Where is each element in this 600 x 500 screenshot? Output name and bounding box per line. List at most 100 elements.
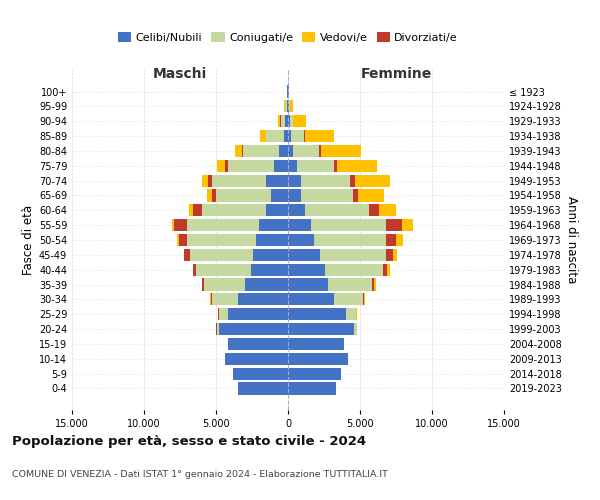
Bar	[288, 174, 301, 186]
Bar	[355, 174, 389, 186]
Bar	[285, 115, 288, 128]
Bar	[284, 100, 285, 112]
Bar	[238, 382, 288, 394]
Bar	[196, 264, 251, 276]
Bar	[288, 308, 346, 320]
Bar	[288, 382, 335, 394]
Bar	[321, 145, 361, 157]
Bar	[346, 308, 356, 320]
Bar	[287, 86, 288, 98]
Bar	[383, 264, 388, 276]
Bar	[288, 368, 341, 380]
Bar	[242, 145, 244, 157]
Bar	[233, 368, 288, 380]
Bar	[227, 308, 288, 320]
Bar	[334, 294, 363, 306]
Bar	[253, 249, 288, 261]
Bar	[271, 190, 288, 202]
Bar	[260, 130, 266, 142]
Legend: Celibi/Nubili, Coniugati/e, Vedovi/e, Divorziati/e: Celibi/Nubili, Coniugati/e, Vedovi/e, Di…	[113, 28, 463, 48]
Bar	[288, 160, 296, 172]
Bar	[235, 145, 242, 157]
Bar	[259, 219, 288, 231]
Bar	[219, 323, 288, 335]
Bar	[363, 294, 364, 306]
Bar	[354, 323, 357, 335]
Text: COMUNE DI VENEZIA - Dati ISTAT 1° gennaio 2024 - Elaborazione TUTTITALIA.IT: COMUNE DI VENEZIA - Dati ISTAT 1° gennai…	[12, 470, 388, 479]
Bar	[396, 234, 403, 246]
Bar	[325, 264, 383, 276]
Bar	[193, 264, 196, 276]
Bar	[212, 294, 238, 306]
Bar	[218, 308, 219, 320]
Bar	[281, 115, 285, 128]
Bar	[212, 174, 266, 186]
Bar	[190, 249, 253, 261]
Bar	[217, 160, 224, 172]
Bar	[305, 204, 368, 216]
Bar	[286, 100, 287, 112]
Bar	[274, 160, 288, 172]
Bar	[301, 174, 350, 186]
Bar	[178, 234, 179, 246]
Bar	[393, 249, 397, 261]
Bar	[172, 219, 174, 231]
Bar	[388, 264, 389, 276]
Bar	[266, 174, 288, 186]
Bar	[238, 294, 288, 306]
Bar	[386, 234, 396, 246]
Bar	[288, 323, 354, 335]
Bar	[212, 190, 216, 202]
Bar	[224, 160, 227, 172]
Bar	[266, 204, 288, 216]
Bar	[288, 219, 311, 231]
Bar	[288, 264, 325, 276]
Bar	[288, 130, 291, 142]
Bar	[288, 100, 289, 112]
Bar	[290, 115, 293, 128]
Bar	[227, 338, 288, 350]
Bar	[187, 234, 256, 246]
Bar	[293, 145, 319, 157]
Bar	[334, 160, 337, 172]
Bar	[190, 204, 193, 216]
Text: Maschi: Maschi	[153, 67, 207, 81]
Bar	[288, 190, 301, 202]
Bar	[358, 190, 384, 202]
Bar	[284, 130, 288, 142]
Bar	[202, 174, 208, 186]
Bar	[288, 352, 349, 365]
Bar	[256, 234, 288, 246]
Bar	[320, 249, 386, 261]
Bar	[328, 278, 371, 290]
Bar	[314, 234, 386, 246]
Bar	[211, 294, 212, 306]
Bar	[184, 249, 190, 261]
Bar	[245, 278, 288, 290]
Bar	[288, 249, 320, 261]
Bar	[202, 204, 266, 216]
Bar	[304, 130, 305, 142]
Bar	[227, 160, 274, 172]
Text: Popolazione per età, sesso e stato civile - 2024: Popolazione per età, sesso e stato civil…	[12, 435, 366, 448]
Bar	[337, 160, 377, 172]
Bar	[288, 145, 293, 157]
Bar	[305, 130, 334, 142]
Bar	[311, 219, 386, 231]
Bar	[293, 115, 307, 128]
Bar	[287, 100, 288, 112]
Bar	[280, 145, 288, 157]
Bar	[386, 249, 393, 261]
Bar	[374, 278, 376, 290]
Bar	[350, 174, 355, 186]
Bar	[179, 234, 187, 246]
Bar	[224, 352, 288, 365]
Bar	[174, 219, 187, 231]
Y-axis label: Fasce di età: Fasce di età	[22, 205, 35, 275]
Bar	[205, 278, 245, 290]
Bar	[368, 204, 379, 216]
Text: Femmine: Femmine	[361, 67, 431, 81]
Bar	[402, 219, 413, 231]
Bar	[266, 130, 284, 142]
Bar	[288, 278, 328, 290]
